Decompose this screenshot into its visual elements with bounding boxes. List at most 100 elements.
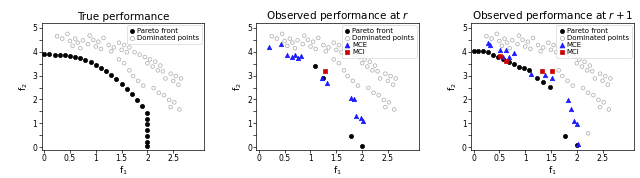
Point [142, 123, 152, 126]
Point [538, 46, 548, 49]
Point [142, 111, 152, 114]
Point [494, 40, 504, 42]
Point [589, 77, 600, 80]
Point [569, 120, 579, 123]
Point [500, 59, 511, 62]
Point [344, 51, 355, 54]
Point [375, 77, 385, 80]
Point [114, 41, 124, 44]
Point [495, 55, 506, 57]
Point [509, 51, 519, 54]
Point [49, 53, 60, 56]
Point [116, 83, 127, 85]
Point [298, 43, 308, 46]
Point [388, 83, 398, 86]
Point [318, 44, 328, 46]
Point [536, 50, 546, 53]
Point [334, 44, 344, 46]
Point [557, 75, 568, 77]
Point [166, 106, 176, 109]
Point [299, 34, 309, 37]
Point [339, 69, 349, 72]
Point [483, 51, 493, 54]
Point [81, 59, 91, 62]
Point [166, 72, 176, 75]
Point [124, 69, 134, 72]
Point [588, 94, 598, 97]
Point [129, 51, 140, 54]
Point [604, 108, 614, 111]
Point [499, 37, 509, 40]
Point [285, 37, 295, 40]
Point [169, 101, 179, 104]
Point [548, 44, 559, 46]
Point [358, 120, 368, 123]
Point [572, 62, 582, 65]
Point [547, 70, 557, 73]
Point [504, 56, 514, 58]
Point [153, 69, 163, 72]
Point [595, 106, 605, 109]
Point [525, 48, 536, 50]
Point [132, 98, 142, 101]
Point [282, 44, 292, 47]
Point [39, 53, 49, 56]
Point [566, 107, 576, 110]
Point [287, 41, 298, 44]
Point [572, 144, 582, 147]
Point [91, 63, 101, 66]
Point [54, 53, 65, 56]
Point [543, 41, 554, 44]
Point [264, 46, 275, 49]
Point [357, 62, 367, 65]
Point [76, 57, 86, 60]
Point [380, 106, 390, 109]
Point [533, 44, 543, 46]
Point [383, 79, 393, 82]
Point [176, 77, 186, 80]
Point [62, 32, 72, 35]
Point [488, 53, 499, 56]
Legend: Pareto front, Dominated points, MCE, MCI: Pareto front, Dominated points, MCE, MCI [556, 25, 632, 58]
Point [275, 43, 285, 46]
Point [124, 46, 134, 49]
Point [526, 72, 536, 75]
Point [561, 134, 571, 137]
Point [568, 84, 578, 87]
Point [528, 36, 538, 39]
Point [538, 81, 548, 84]
Point [296, 55, 307, 57]
Point [564, 53, 574, 56]
Point [578, 87, 588, 89]
Point [520, 45, 531, 48]
Point [514, 65, 524, 68]
Point [356, 117, 366, 119]
Point [67, 44, 77, 47]
Point [349, 98, 360, 100]
Point [502, 41, 512, 44]
Point [364, 87, 374, 89]
Point [504, 47, 515, 50]
Point [577, 65, 587, 68]
Point [370, 64, 380, 67]
Point [174, 108, 184, 111]
Point [554, 69, 564, 72]
Point [164, 98, 174, 101]
X-axis label: f$_1$: f$_1$ [333, 164, 342, 177]
Point [518, 38, 528, 41]
Point [57, 37, 67, 40]
Point [367, 69, 378, 72]
Y-axis label: f$_2$: f$_2$ [17, 82, 30, 91]
Point [554, 46, 564, 49]
Point [91, 45, 101, 48]
Point [346, 134, 356, 137]
Point [605, 77, 616, 80]
Point [303, 38, 313, 41]
Point [320, 70, 330, 73]
Point [369, 91, 379, 94]
Point [497, 44, 507, 47]
Point [76, 47, 86, 50]
Point [156, 64, 166, 67]
Point [486, 37, 497, 40]
Legend: Pareto front, Dominated points, MCE, MCI: Pareto front, Dominated points, MCE, MCI [342, 25, 417, 58]
